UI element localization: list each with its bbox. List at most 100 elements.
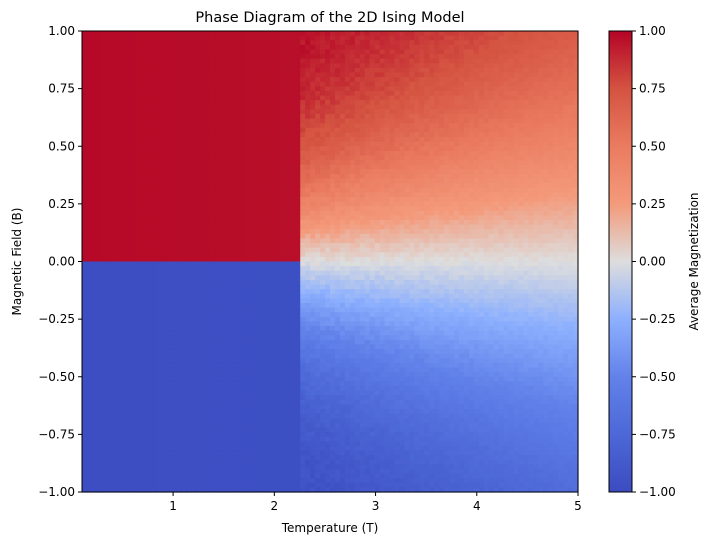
heatmap-cell xyxy=(215,482,222,488)
heatmap-cell xyxy=(310,432,316,438)
heatmap-cell xyxy=(305,233,311,240)
heatmap-cell xyxy=(310,349,316,355)
heatmap-cell xyxy=(96,390,103,396)
heatmap-cell xyxy=(215,49,222,55)
heatmap-cell xyxy=(235,372,242,378)
heatmap-cell xyxy=(121,54,128,60)
heatmap-cell xyxy=(325,233,331,240)
heatmap-cell xyxy=(126,284,133,290)
heatmap-cell xyxy=(146,72,153,78)
heatmap-cell xyxy=(151,358,157,364)
heatmap-cell xyxy=(136,49,143,55)
heatmap-cell xyxy=(206,224,212,230)
heatmap-cell xyxy=(215,413,222,419)
heatmap-cell xyxy=(255,404,262,410)
heatmap-cell xyxy=(91,252,98,258)
heatmap-cell xyxy=(265,183,272,189)
heatmap-cell xyxy=(196,169,202,175)
heatmap-cell xyxy=(245,137,252,143)
heatmap-cell xyxy=(295,302,301,309)
heatmap-cell xyxy=(86,385,93,392)
heatmap-cell xyxy=(116,40,123,46)
heatmap-cell xyxy=(131,81,138,87)
heatmap-cell xyxy=(270,307,277,313)
heatmap-cell xyxy=(106,418,113,424)
heatmap-cell xyxy=(310,109,316,115)
heatmap-cell xyxy=(96,196,103,203)
heatmap-cell xyxy=(255,243,262,249)
heatmap-cell xyxy=(91,330,98,336)
heatmap-cell xyxy=(111,381,118,387)
heatmap-cell xyxy=(250,422,257,429)
heatmap-cell xyxy=(191,436,197,442)
heatmap-cell xyxy=(116,146,123,152)
heatmap-cell xyxy=(126,146,133,152)
heatmap-cell xyxy=(171,224,177,230)
heatmap-cell xyxy=(300,418,306,424)
heatmap-cell xyxy=(245,404,252,410)
heatmap-cell xyxy=(166,215,172,221)
heatmap-cell xyxy=(300,206,306,212)
heatmap-cell xyxy=(245,178,252,184)
heatmap-cell xyxy=(91,326,98,332)
heatmap-cell xyxy=(275,77,281,83)
heatmap-cell xyxy=(116,335,123,341)
heatmap-cell xyxy=(265,468,272,475)
heatmap-cell xyxy=(156,413,162,419)
heatmap-cell xyxy=(206,482,212,488)
heatmap-cell xyxy=(280,261,286,267)
heatmap-cell xyxy=(111,141,118,147)
heatmap-cell xyxy=(215,404,222,410)
heatmap-cell xyxy=(111,468,118,475)
heatmap-cell xyxy=(220,390,227,396)
heatmap-cell xyxy=(181,31,187,37)
heatmap-cell xyxy=(156,132,162,138)
heatmap-cell xyxy=(310,422,316,429)
heatmap-cell xyxy=(280,362,286,369)
heatmap-cell xyxy=(206,284,212,290)
heatmap-cell xyxy=(275,229,281,235)
heatmap-cell xyxy=(245,450,252,456)
heatmap-cell xyxy=(310,261,316,267)
heatmap-cell xyxy=(325,206,331,212)
heatmap-cell xyxy=(245,270,252,276)
heatmap-cell xyxy=(111,178,118,184)
heatmap-cell xyxy=(215,284,222,290)
heatmap-cell xyxy=(91,344,98,350)
heatmap-cell xyxy=(235,422,242,429)
heatmap-cell xyxy=(176,326,182,332)
heatmap-cell xyxy=(126,90,133,97)
heatmap-cell xyxy=(260,418,267,424)
heatmap-cell xyxy=(255,63,262,69)
heatmap-cell xyxy=(141,72,148,78)
heatmap-cell xyxy=(260,118,267,124)
heatmap-cell xyxy=(136,137,143,143)
heatmap-cell xyxy=(141,372,148,378)
heatmap-cell xyxy=(290,183,296,189)
heatmap-cell xyxy=(315,275,321,281)
heatmap-cell xyxy=(245,381,252,387)
heatmap-cell xyxy=(166,409,172,415)
heatmap-cell xyxy=(250,210,257,216)
heatmap-cell xyxy=(240,146,247,152)
heatmap-cell xyxy=(146,468,153,475)
heatmap-cell xyxy=(206,238,212,244)
heatmap-cell xyxy=(136,344,143,350)
heatmap-cell xyxy=(215,100,222,106)
heatmap-cell xyxy=(280,90,286,97)
heatmap-cell xyxy=(320,473,326,479)
heatmap-cell xyxy=(235,436,242,442)
heatmap-cell xyxy=(275,468,281,475)
heatmap-cell xyxy=(295,169,301,175)
heatmap-cell xyxy=(265,478,272,484)
heatmap-cell xyxy=(126,339,133,346)
heatmap-cell xyxy=(250,252,257,258)
heatmap-cell xyxy=(106,293,113,299)
heatmap-cell xyxy=(265,339,272,346)
heatmap-cell xyxy=(161,183,167,189)
heatmap-cell xyxy=(186,192,192,198)
heatmap-cell xyxy=(161,349,167,355)
heatmap-cell xyxy=(166,220,172,226)
heatmap-cell xyxy=(265,330,272,336)
heatmap-cell xyxy=(265,307,272,313)
